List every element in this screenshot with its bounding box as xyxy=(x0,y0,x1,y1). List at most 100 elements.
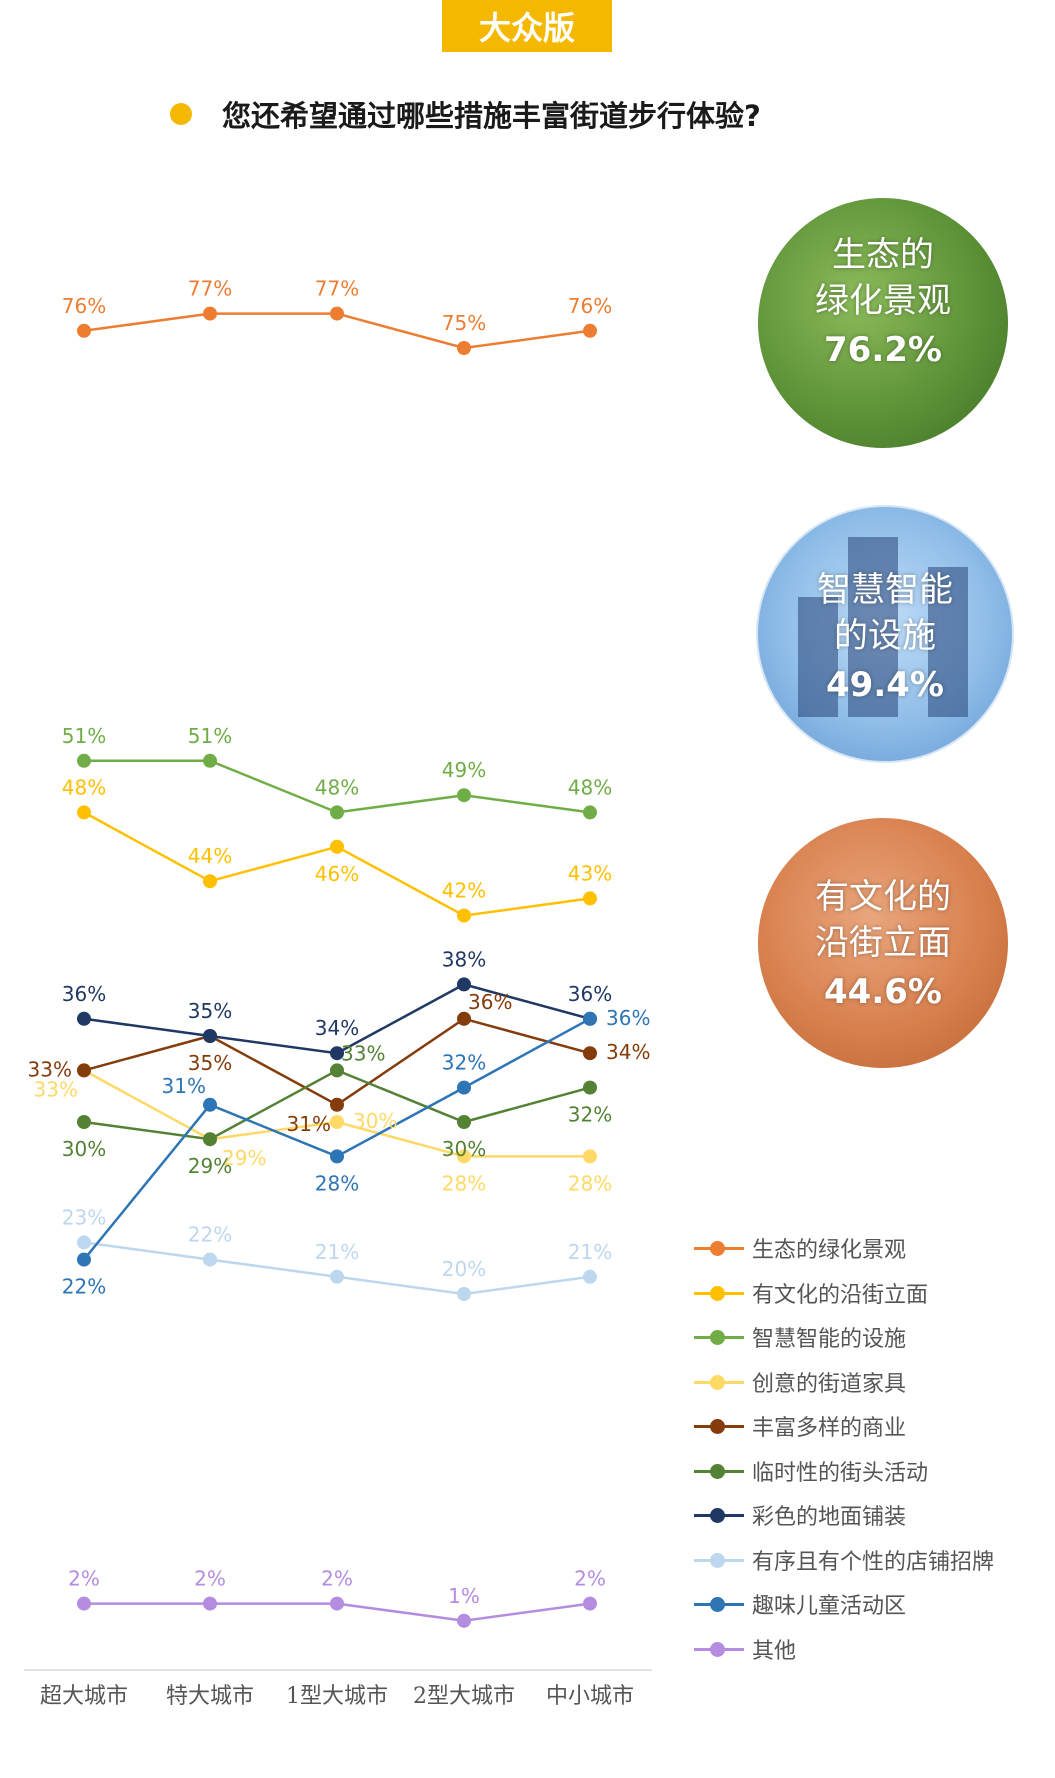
question-heading: 您还希望通过哪些措施丰富街道步行体验? xyxy=(170,94,761,134)
data-label: 48% xyxy=(62,775,106,799)
data-point xyxy=(330,1097,344,1112)
data-label: 44% xyxy=(188,844,232,868)
building-graphic xyxy=(848,537,898,717)
data-label: 2% xyxy=(574,1567,606,1591)
data-label: 48% xyxy=(315,775,359,799)
data-label: 30% xyxy=(62,1137,106,1161)
data-label: 33% xyxy=(28,1057,72,1081)
data-point xyxy=(77,1252,91,1267)
data-point xyxy=(203,306,217,321)
data-label: 29% xyxy=(222,1146,266,1170)
x-axis: 超大城市 特大城市 1型大城市 2型大城市 中小城市 xyxy=(24,1669,652,1709)
highlight-label-line2: 绿化景观 xyxy=(815,281,951,321)
data-point xyxy=(77,1011,91,1026)
data-label: 28% xyxy=(442,1171,486,1195)
data-labels: 76% 77% 77% 75% 76% 48% 44% 46% 42% 43% 51% 51% 48% 4… xyxy=(28,277,651,1608)
data-label: 33% xyxy=(34,1077,78,1101)
data-point xyxy=(583,1149,597,1164)
legend-label: 有文化的沿街立面 xyxy=(752,1282,929,1308)
legend-label: 生态的绿化景观 xyxy=(752,1238,907,1264)
legend-item: 创意的街道家具 xyxy=(694,1360,994,1405)
data-point xyxy=(583,805,597,820)
legend-item: 彩色的地面铺装 xyxy=(694,1493,994,1538)
legend-marker xyxy=(694,1595,744,1613)
data-point xyxy=(77,1063,91,1078)
data-label: 2% xyxy=(68,1567,100,1591)
data-label: 22% xyxy=(62,1275,106,1299)
highlight-circle-smart-facilities: 智慧智能 的设施 49.4% xyxy=(756,505,1014,763)
highlight-percent: 44.6% xyxy=(824,972,942,1012)
data-point xyxy=(457,1613,471,1628)
data-label: 2% xyxy=(321,1567,353,1591)
highlight-circle-cultural-facade: 有文化的 沿街立面 44.6% xyxy=(758,818,1008,1068)
data-point xyxy=(203,1252,217,1267)
data-label: 32% xyxy=(568,1103,612,1127)
data-label: 48% xyxy=(568,775,612,799)
data-label: 35% xyxy=(188,1051,232,1075)
data-point xyxy=(583,323,597,338)
data-label: 34% xyxy=(315,1016,359,1040)
x-tick-label: 2型大城市 xyxy=(413,1684,515,1709)
legend-label: 临时性的街头活动 xyxy=(752,1460,929,1486)
data-point xyxy=(583,1046,597,1061)
data-point xyxy=(77,805,91,820)
data-label: 49% xyxy=(442,758,486,782)
data-point xyxy=(77,1596,91,1611)
data-point xyxy=(583,1011,597,1026)
data-label: 42% xyxy=(442,879,486,903)
data-point xyxy=(77,323,91,338)
data-point xyxy=(457,1287,471,1301)
data-point xyxy=(457,788,471,803)
legend-label: 有序且有个性的店铺招牌 xyxy=(752,1549,995,1575)
highlight-percent: 76.2% xyxy=(824,330,942,370)
data-point xyxy=(583,891,597,906)
legend-marker xyxy=(694,1640,744,1658)
x-tick-label: 中小城市 xyxy=(546,1684,634,1709)
highlight-label-line2: 的设施 xyxy=(834,616,936,656)
legend-label: 创意的街道家具 xyxy=(752,1371,907,1397)
legend-marker xyxy=(694,1328,744,1346)
data-point xyxy=(330,1269,344,1284)
highlight-label-line2: 沿街立面 xyxy=(815,923,951,963)
data-point xyxy=(330,306,344,321)
data-label: 31% xyxy=(162,1074,206,1098)
legend-label: 智慧智能的设施 xyxy=(752,1327,907,1353)
data-label: 29% xyxy=(188,1154,232,1178)
legend-marker xyxy=(694,1506,744,1524)
data-label: 36% xyxy=(568,982,612,1006)
data-label: 32% xyxy=(442,1051,486,1075)
data-point xyxy=(457,908,471,923)
data-point xyxy=(330,1596,344,1611)
data-label: 33% xyxy=(341,1041,385,1065)
legend-marker xyxy=(694,1551,744,1569)
data-point xyxy=(203,1029,217,1043)
data-point xyxy=(330,1046,344,1061)
data-label: 23% xyxy=(62,1205,106,1229)
version-badge: 大众版 xyxy=(442,0,612,52)
data-point xyxy=(203,1097,217,1112)
legend-item: 趣味儿童活动区 xyxy=(694,1582,994,1627)
series-lines xyxy=(77,306,597,1628)
data-label: 2% xyxy=(194,1567,226,1591)
data-label: 75% xyxy=(442,311,486,335)
data-label: 46% xyxy=(315,862,359,886)
legend-label: 彩色的地面铺装 xyxy=(752,1505,907,1531)
data-point xyxy=(457,1115,471,1129)
data-label: 30% xyxy=(353,1109,397,1133)
data-label: 28% xyxy=(568,1171,612,1195)
highlight-circle-greenery: 生态的 绿化景观 76.2% xyxy=(758,198,1008,448)
data-point xyxy=(203,753,217,768)
legend-item: 其他 xyxy=(694,1627,994,1672)
data-label: 38% xyxy=(442,947,486,971)
bullet-dot-icon xyxy=(170,103,192,125)
legend-label: 趣味儿童活动区 xyxy=(752,1594,907,1620)
x-tick-label: 超大城市 xyxy=(40,1684,128,1709)
data-point xyxy=(77,1235,91,1250)
legend-item: 智慧智能的设施 xyxy=(694,1315,994,1360)
data-point xyxy=(203,1132,217,1147)
data-label: 36% xyxy=(62,982,106,1006)
data-label: 36% xyxy=(606,1006,650,1030)
data-point xyxy=(330,805,344,820)
legend-marker xyxy=(694,1284,744,1302)
data-label: 43% xyxy=(568,861,612,885)
